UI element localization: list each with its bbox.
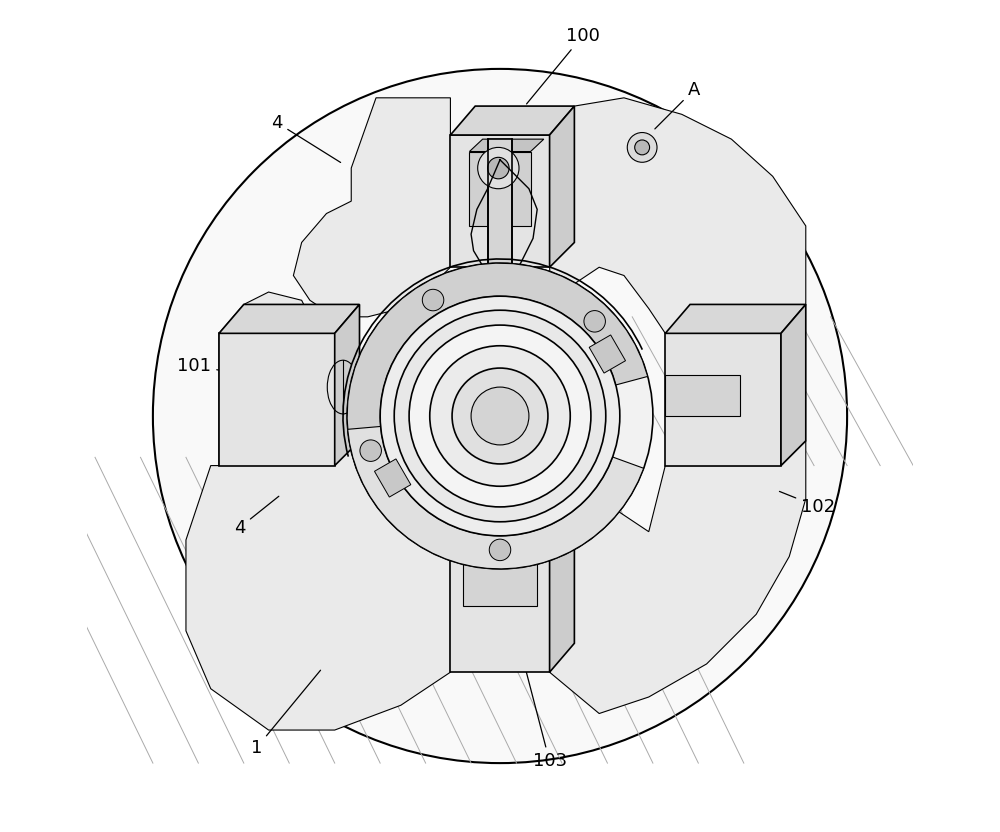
Polygon shape xyxy=(550,98,806,334)
Polygon shape xyxy=(589,335,626,373)
Polygon shape xyxy=(450,503,574,532)
Polygon shape xyxy=(550,503,574,672)
Polygon shape xyxy=(219,334,335,466)
Polygon shape xyxy=(781,305,806,466)
Text: 2: 2 xyxy=(271,403,361,421)
Polygon shape xyxy=(348,427,644,569)
Polygon shape xyxy=(665,334,781,466)
Circle shape xyxy=(478,147,519,189)
Text: 3: 3 xyxy=(261,437,347,457)
Polygon shape xyxy=(450,135,550,267)
Circle shape xyxy=(452,368,548,464)
Polygon shape xyxy=(550,441,806,714)
Polygon shape xyxy=(469,151,531,226)
Text: 101: 101 xyxy=(177,358,303,383)
Polygon shape xyxy=(463,544,537,606)
Circle shape xyxy=(153,69,847,763)
Circle shape xyxy=(430,346,570,486)
Polygon shape xyxy=(219,305,360,334)
Circle shape xyxy=(489,539,511,561)
Circle shape xyxy=(380,296,620,536)
Text: A: A xyxy=(655,81,700,129)
Polygon shape xyxy=(293,98,450,317)
Text: 4: 4 xyxy=(234,496,279,537)
Circle shape xyxy=(360,440,381,462)
Circle shape xyxy=(394,310,606,522)
Polygon shape xyxy=(374,459,411,497)
Polygon shape xyxy=(665,374,740,416)
Circle shape xyxy=(471,387,529,445)
Polygon shape xyxy=(550,106,574,267)
Circle shape xyxy=(347,263,653,569)
Circle shape xyxy=(422,290,444,311)
Polygon shape xyxy=(347,263,648,468)
Text: 100: 100 xyxy=(527,27,600,104)
Polygon shape xyxy=(665,305,806,334)
Text: 1: 1 xyxy=(251,671,321,757)
Polygon shape xyxy=(450,532,550,672)
Text: 102: 102 xyxy=(779,492,835,516)
Polygon shape xyxy=(450,106,574,135)
Text: 4: 4 xyxy=(271,114,341,162)
Circle shape xyxy=(635,140,650,155)
Text: 103: 103 xyxy=(524,662,567,770)
Circle shape xyxy=(350,386,377,413)
Polygon shape xyxy=(488,139,512,366)
Polygon shape xyxy=(335,305,360,466)
Circle shape xyxy=(627,132,657,162)
Circle shape xyxy=(409,325,591,507)
Polygon shape xyxy=(186,292,450,730)
Text: 4: 4 xyxy=(763,354,799,375)
Polygon shape xyxy=(469,139,544,151)
Polygon shape xyxy=(463,532,550,544)
Circle shape xyxy=(488,157,509,179)
Circle shape xyxy=(584,310,605,332)
